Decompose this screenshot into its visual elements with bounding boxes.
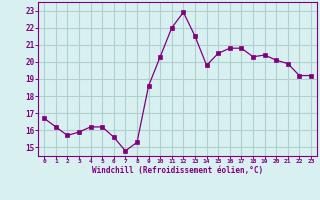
X-axis label: Windchill (Refroidissement éolien,°C): Windchill (Refroidissement éolien,°C) [92, 166, 263, 175]
